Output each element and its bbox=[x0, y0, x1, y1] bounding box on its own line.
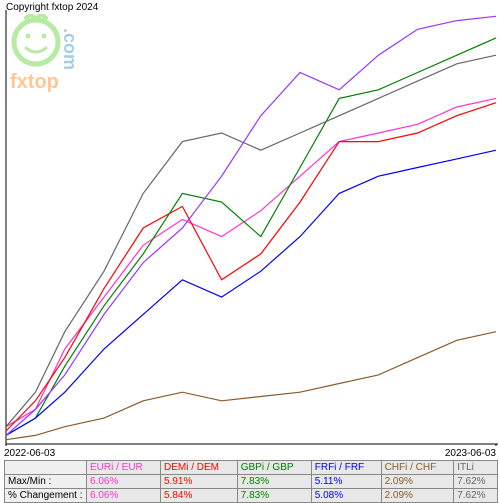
legend-value-cell: 6.06% bbox=[87, 475, 161, 489]
legend-header-cell: FRFi / FRF bbox=[311, 461, 381, 475]
legend-header-cell: GBPi / GBP bbox=[237, 461, 311, 475]
series-itli-itl bbox=[6, 55, 496, 427]
series-euri-eur bbox=[6, 98, 496, 426]
series-frfi-frf bbox=[6, 150, 496, 435]
legend-row-label: Max/Min : bbox=[5, 475, 87, 489]
legend-value-cell: 7.83% bbox=[237, 489, 311, 503]
legend-value-cell: 7.62% bbox=[454, 489, 498, 503]
legend-corner bbox=[5, 461, 87, 475]
line-chart bbox=[4, 10, 498, 446]
legend-value-cell: 5.84% bbox=[161, 489, 238, 503]
legend-table: EURi / EURDEMi / DEMGBPi / GBPFRFi / FRF… bbox=[4, 460, 498, 503]
legend-header-cell: DEMi / DEM bbox=[161, 461, 238, 475]
legend-value-cell: 5.11% bbox=[311, 475, 381, 489]
legend-value-cell: 5.08% bbox=[311, 489, 381, 503]
legend-row-label: % Changement : bbox=[5, 489, 87, 503]
legend-header-cell: CHFi / CHF bbox=[381, 461, 454, 475]
legend-value-cell: 7.83% bbox=[237, 475, 311, 489]
legend-header-cell: ITLi bbox=[454, 461, 498, 475]
x-axis-end-label: 2023-06-03 bbox=[445, 448, 496, 459]
series-chfi-chf bbox=[6, 332, 496, 440]
series-demi-dem bbox=[6, 103, 496, 431]
legend-value-cell: 2.09% bbox=[381, 489, 454, 503]
legend-header-cell: EURi / EUR bbox=[87, 461, 161, 475]
legend-value-cell: 7.62% bbox=[454, 475, 498, 489]
legend-value-cell: 6.06% bbox=[87, 489, 161, 503]
x-axis-start-label: 2022-06-03 bbox=[4, 448, 55, 459]
legend-value-cell: 5.91% bbox=[161, 475, 238, 489]
legend-value-cell: 2.09% bbox=[381, 475, 454, 489]
